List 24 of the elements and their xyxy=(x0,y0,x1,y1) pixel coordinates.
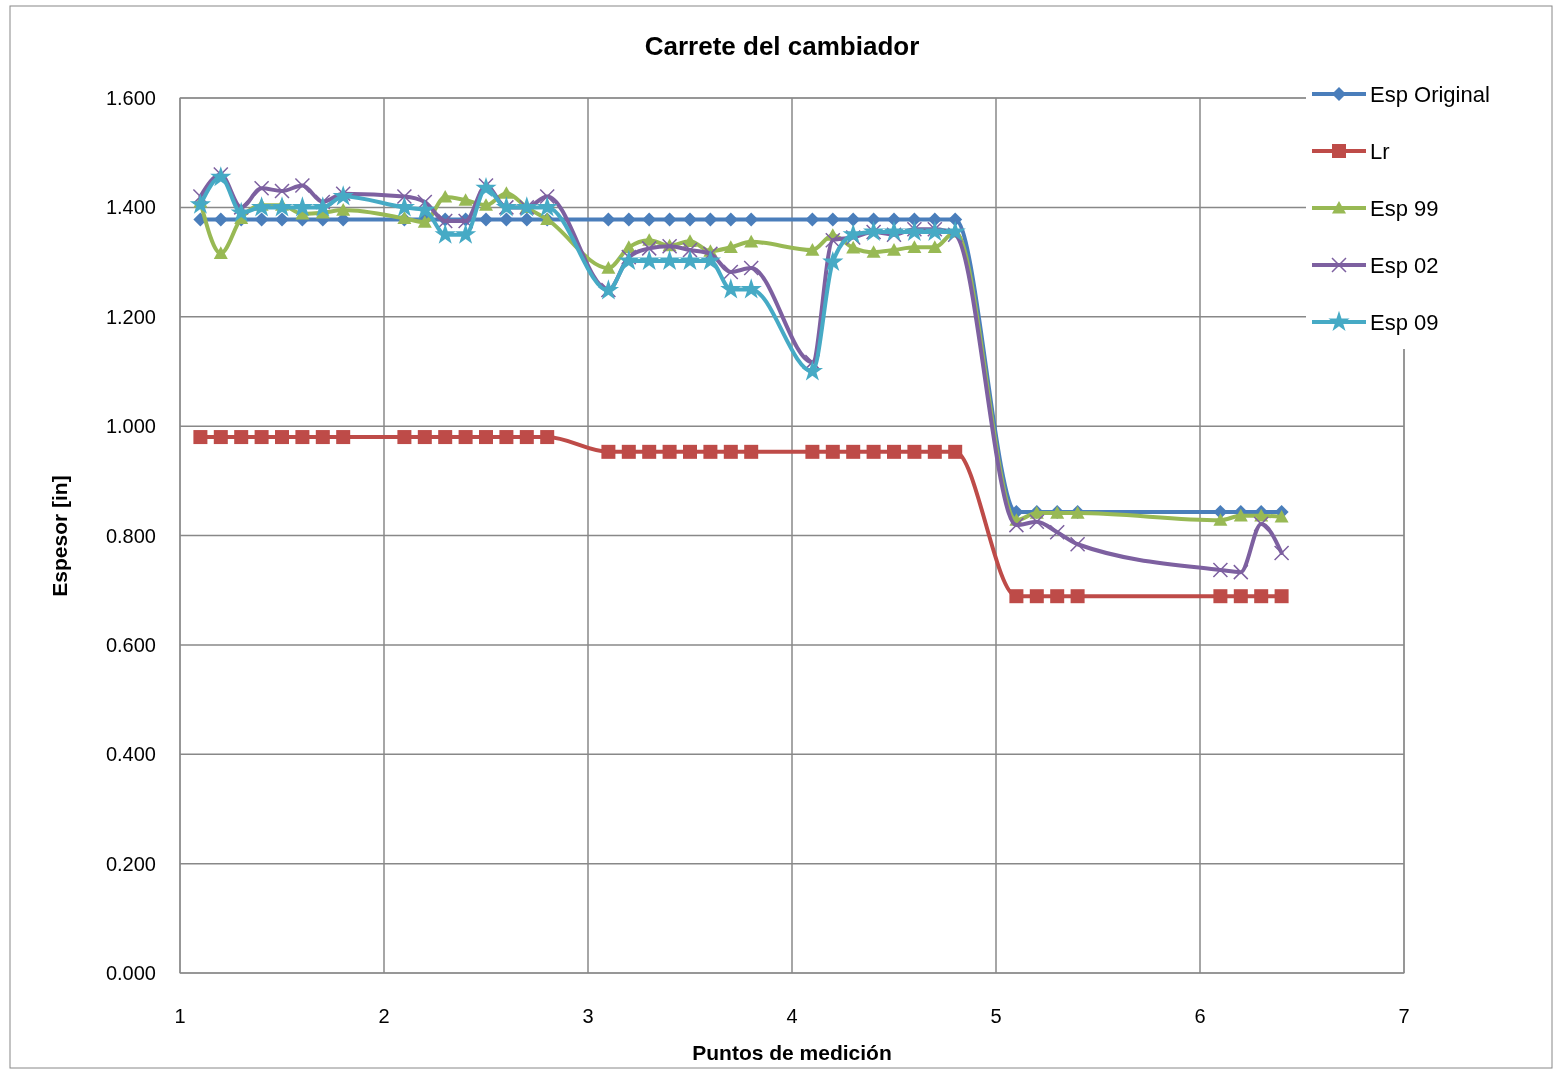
x-tick-label: 4 xyxy=(786,1005,798,1027)
y-tick-label: 0.400 xyxy=(105,743,156,766)
y-axis-title: Espesor [in] xyxy=(48,475,71,597)
legend-label: Esp 99 xyxy=(1370,195,1439,221)
legend-label: Esp Original xyxy=(1370,81,1490,107)
y-tick-label: 0.600 xyxy=(105,633,156,656)
y-tick-label: 1.400 xyxy=(105,196,156,219)
legend-label: Esp 09 xyxy=(1370,309,1439,335)
x-axis-title: Puntos de medición xyxy=(692,1041,892,1064)
x-tick-label: 2 xyxy=(378,1005,390,1027)
legend-label: Lr xyxy=(1370,138,1390,164)
y-tick-label: 0.800 xyxy=(105,524,156,547)
y-tick-label: 1.600 xyxy=(105,87,156,109)
chart-title: Carrete del cambiador xyxy=(644,31,920,61)
x-tick-label: 3 xyxy=(582,1005,594,1027)
y-tick-label: 1.200 xyxy=(105,305,156,328)
y-tick-label: 1.000 xyxy=(105,415,156,438)
x-tick-label: 7 xyxy=(1398,1005,1410,1027)
legend-label: Esp 02 xyxy=(1370,252,1439,278)
x-tick-label: 1 xyxy=(174,1005,186,1027)
y-tick-label: 0.000 xyxy=(105,962,156,984)
x-tick-label: 5 xyxy=(990,1005,1002,1027)
x-tick-label: 6 xyxy=(1194,1005,1206,1027)
y-tick-label: 0.200 xyxy=(105,852,156,875)
